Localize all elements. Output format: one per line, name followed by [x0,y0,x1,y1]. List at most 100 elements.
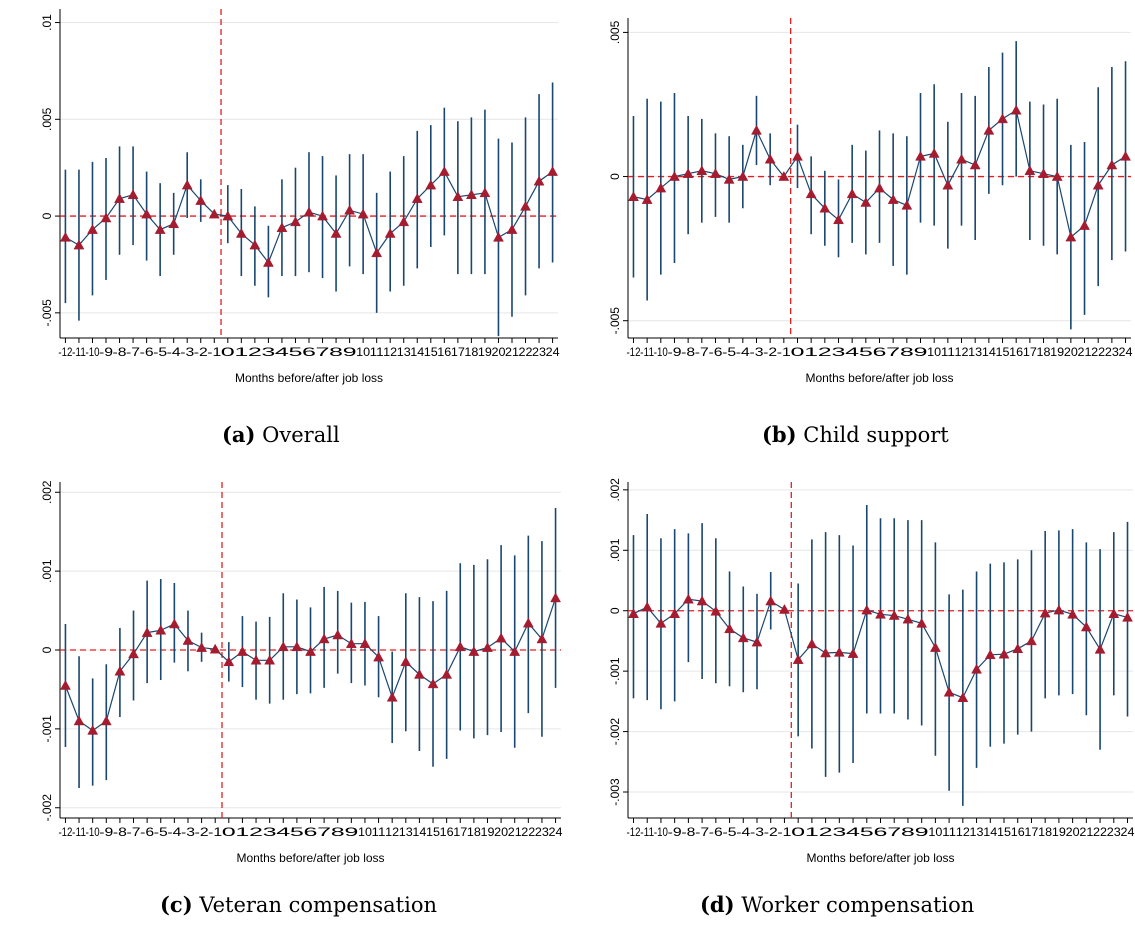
x-tick-label: 6 [873,345,888,359]
estimate-marker [438,166,450,176]
y-tick-label: .002 [608,478,622,502]
x-tick-label: 1 [234,345,249,359]
estimate-marker [506,224,518,234]
estimate-marker [330,227,342,238]
estimate-marker [888,610,900,620]
x-tick-label: -10 [86,825,100,839]
x-tick-label: -12 [626,825,640,839]
x-axis-title: Months before/after job loss [235,371,383,385]
x-tick-label: -12 [58,345,72,359]
x-tick-label: -5 [723,825,737,839]
y-tick-label: .002 [40,480,54,504]
estimate-marker [411,193,423,203]
x-tick-label: -7 [126,345,140,359]
x-tick-label: 5 [288,345,303,359]
x-tick-label: 12 [385,825,399,839]
estimate-marker [1039,607,1051,618]
x-tick-label: 3 [831,345,846,359]
estimate-marker [751,636,763,647]
x-tick-label: 16 [437,345,451,359]
estimate-marker [87,224,98,234]
estimate-marker [696,595,708,606]
estimate-marker [303,206,315,217]
estimate-marker [427,678,439,689]
x-tick-label: 11 [942,825,956,839]
x-tick-label: -7 [695,825,709,839]
estimate-marker [669,171,680,181]
estimate-marker [291,641,303,652]
x-tick-label: 21 [1078,345,1092,359]
estimate-marker [764,153,776,164]
y-tick-label: -.002 [40,794,54,822]
x-tick-label: -2 [195,825,209,839]
estimate-marker [997,113,1008,124]
estimate-marker [128,648,139,659]
x-tick-label: 7 [317,825,332,839]
estimate-marker [1051,171,1063,181]
estimate-marker [100,212,112,223]
estimate-marker [833,214,844,225]
estimate-marker [73,239,85,250]
estimate-marker [195,195,207,205]
x-tick-label: 17 [451,345,465,359]
estimate-marker [628,608,639,618]
estimate-marker [943,686,955,697]
estimate-marker [208,208,220,219]
x-tick-label: 0 [222,825,237,839]
x-tick-label: -1 [777,345,791,359]
estimate-marker [1092,179,1104,190]
estimate-marker [724,623,735,634]
estimate-marker [984,649,996,660]
x-tick-label: 17 [1023,345,1037,359]
chart-panel-overall: -.005 0.005.01 -12 -11 -10 -9 -8 -7 -6 -5 -4 -3 -2 -1… [0,0,567,400]
estimate-marker [114,665,126,676]
estimate-marker [141,208,153,219]
estimate-marker [806,638,818,649]
estimate-marker [846,188,858,199]
y-tick-label: -.001 [608,657,622,685]
x-tick-label: -5 [153,345,167,359]
estimate-marker [73,715,85,726]
y-tick-label: .01 [40,14,54,31]
y-tick-label: -.003 [608,778,622,806]
estimate-marker [983,124,995,135]
x-tick-label: 3 [263,825,278,839]
x-tick-label: 7 [316,345,331,359]
estimate-marker [277,641,289,652]
x-tick-label: 7 [887,825,902,839]
x-tick-label: 13 [970,825,984,839]
x-tick-label: -9 [99,345,113,359]
x-tick-label: -3 [180,345,194,359]
estimate-marker [386,691,398,702]
estimate-marker [1065,231,1077,242]
x-tick-label: 6 [304,825,319,839]
estimate-marker [114,193,125,203]
x-tick-label: 15 [424,345,438,359]
estimate-marker [495,632,507,643]
estimate-marker [861,604,873,615]
x-tick-label: -2 [763,345,777,359]
estimate-marker [264,654,276,665]
estimate-marker [547,166,559,176]
estimate-marker [168,618,180,629]
estimate-marker [969,159,981,170]
x-tick-label: 4 [275,345,290,359]
x-axis-title: Months before/after job loss [805,371,953,385]
x-tick-label: -3 [181,825,195,839]
estimate-marker [235,227,247,238]
estimate-marker [550,592,561,603]
estimate-marker [127,189,139,200]
x-tick-label: -5 [154,825,168,839]
x-tick-label: -8 [681,825,695,839]
estimate-marker [641,194,653,204]
y-tick-label: .005 [40,107,54,131]
estimate-marker [249,239,261,250]
x-tick-label: 18 [1037,345,1051,359]
estimate-marker [655,617,667,628]
estimate-marker [400,656,412,667]
x-tick-label: -1 [208,825,222,839]
estimate-marker [276,222,288,232]
estimate-marker [723,173,735,184]
